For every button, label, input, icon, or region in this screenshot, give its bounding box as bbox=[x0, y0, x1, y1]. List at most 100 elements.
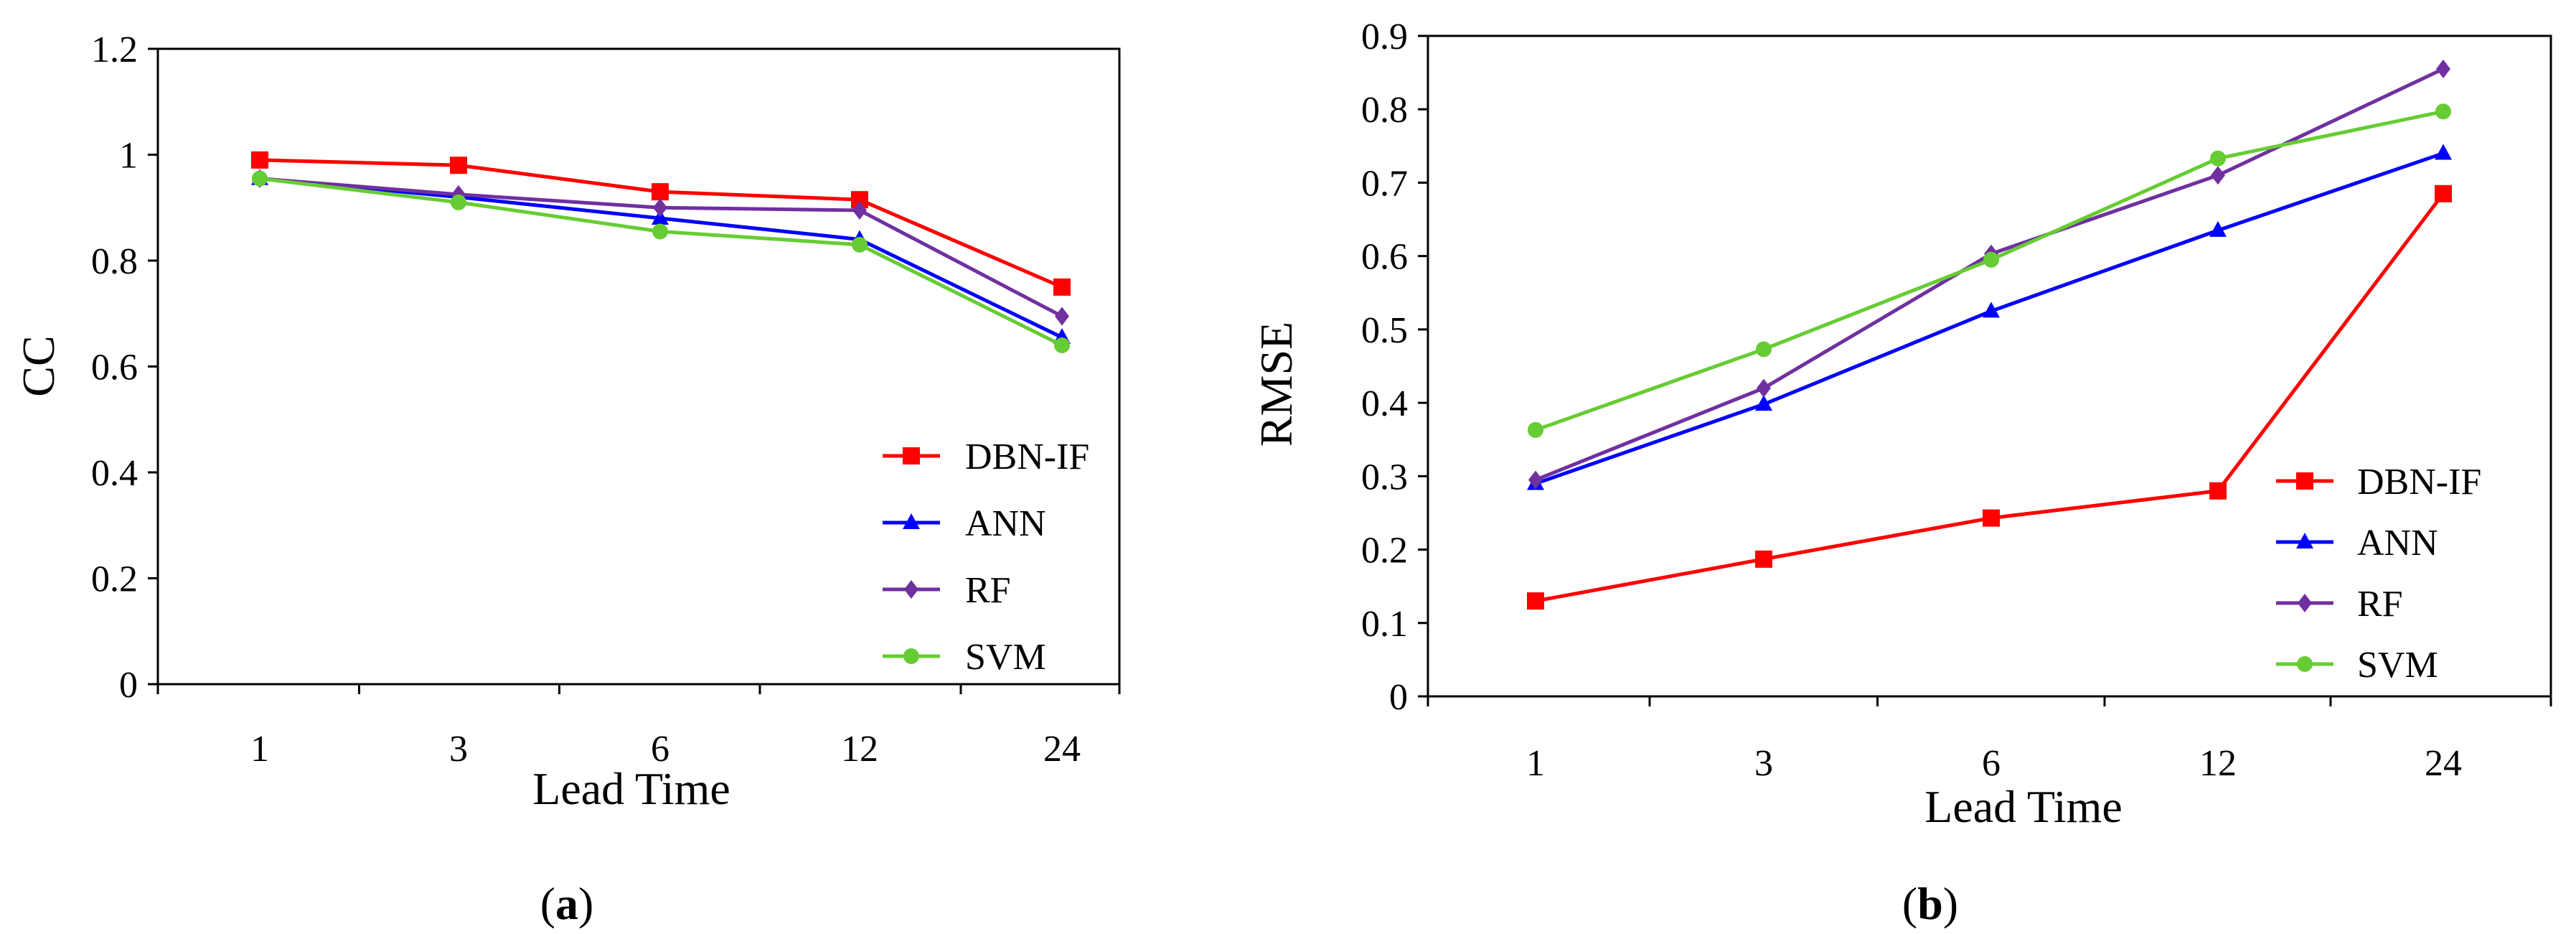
series-rf bbox=[1528, 60, 2450, 490]
panel-label-open: ( bbox=[1902, 878, 1917, 929]
marker-legend-dbn-if-key bbox=[2296, 472, 2313, 490]
legend-label: DBN-IF bbox=[965, 436, 1089, 477]
series-svm bbox=[1528, 103, 2451, 438]
series-line-ann bbox=[1535, 151, 2444, 485]
legend-label: DBN-IF bbox=[2357, 462, 2481, 503]
legend-entry-ann: ANN bbox=[2276, 523, 2438, 564]
x-tick-label: 24 bbox=[2425, 743, 2462, 784]
panel-label-close: ) bbox=[578, 878, 593, 929]
panel-label-close: ) bbox=[1943, 878, 1958, 929]
marker-dbn-if-3 bbox=[1755, 550, 1772, 568]
legend-label: RF bbox=[965, 570, 1011, 611]
legend-entry-ann: ANN bbox=[883, 503, 1046, 544]
y-tick-label: 1 bbox=[119, 136, 138, 177]
legend-label: ANN bbox=[2357, 523, 2438, 564]
y-tick-label: 0.2 bbox=[91, 559, 138, 600]
marker-svm-1 bbox=[252, 170, 268, 187]
legend-label: ANN bbox=[965, 503, 1046, 544]
marker-ann-24 bbox=[2435, 144, 2452, 160]
marker-legend-svm-key bbox=[903, 648, 919, 664]
panel-label-letter: b bbox=[1917, 878, 1943, 929]
y-tick-label: 1.2 bbox=[91, 29, 138, 70]
marker-svm-3 bbox=[1756, 341, 1772, 358]
chart-b: 0 0.1 0.2 0.3 0.4 0.5 0.6 0.7 0.8 0.9 1 3 6 12 24 Lead … bbox=[1251, 17, 2552, 929]
marker-legend-ann-key bbox=[2296, 533, 2313, 548]
x-tick-label: 12 bbox=[2199, 743, 2237, 784]
series-dbn-if bbox=[251, 151, 1071, 296]
x-tick-label: 3 bbox=[1754, 743, 1773, 784]
panel-label-a: (a) bbox=[540, 878, 594, 929]
marker-dbn-if-12 bbox=[2209, 482, 2227, 500]
x-axis-title: Lead Time bbox=[1924, 781, 2123, 832]
legend-entry-rf: RF bbox=[2276, 584, 2403, 625]
legend-entry-rf: RF bbox=[883, 570, 1011, 611]
panel-label-b: (b) bbox=[1902, 878, 1958, 929]
y-tick-label: 0 bbox=[119, 665, 138, 706]
x-tick-label: 6 bbox=[1982, 743, 2001, 784]
marker-legend-rf-key bbox=[904, 580, 918, 599]
marker-dbn-if-24 bbox=[1053, 278, 1071, 296]
x-tick-label: 1 bbox=[250, 729, 269, 770]
x-tick-label: 1 bbox=[1526, 743, 1545, 784]
x-tick-label: 24 bbox=[1043, 729, 1081, 770]
marker-dbn-if-24 bbox=[2435, 185, 2452, 202]
legend-entry-dbn-if: DBN-IF bbox=[883, 436, 1089, 477]
y-tick-label: 0.3 bbox=[1361, 457, 1408, 498]
marker-rf-12 bbox=[2211, 166, 2225, 185]
marker-svm-24 bbox=[1054, 337, 1070, 353]
marker-dbn-if-3 bbox=[450, 157, 467, 174]
x-tick-label: 12 bbox=[841, 729, 878, 770]
y-tick-label: 0 bbox=[1389, 677, 1408, 718]
y-tick-label: 0.4 bbox=[91, 453, 138, 494]
legend-b: DBN-IF ANN RF SVM bbox=[2276, 462, 2481, 686]
legend-label: SVM bbox=[2357, 645, 2438, 686]
marker-ann-3 bbox=[1755, 395, 1772, 411]
marker-legend-rf-key bbox=[2298, 594, 2312, 612]
marker-legend-ann-key bbox=[903, 513, 920, 529]
marker-ann-6 bbox=[1983, 302, 2000, 318]
marker-dbn-if-6 bbox=[1983, 509, 2000, 527]
y-axis-title: CC bbox=[13, 335, 64, 396]
marker-legend-dbn-if-key bbox=[903, 447, 920, 464]
y-tick-label: 0.6 bbox=[1361, 237, 1408, 278]
marker-svm-6 bbox=[652, 223, 668, 240]
panel-label-letter: a bbox=[555, 878, 578, 929]
y-tick-label: 0.5 bbox=[1361, 310, 1408, 351]
chart-a: 0 0.2 0.4 0.6 0.8 1 1.2 1 3 6 12 24 Lead Time CC DBN-I… bbox=[13, 29, 1121, 929]
panel-label-open: ( bbox=[540, 878, 555, 929]
y-tick-label: 0.8 bbox=[91, 241, 138, 282]
marker-svm-12 bbox=[2210, 150, 2226, 167]
y-tick-label: 0.2 bbox=[1361, 531, 1408, 571]
legend-a: DBN-IF ANN RF SVM bbox=[883, 436, 1089, 678]
marker-dbn-if-6 bbox=[652, 183, 669, 201]
y-axis-title: RMSE bbox=[1251, 322, 1302, 447]
y-tick-label: 0.4 bbox=[1361, 383, 1408, 424]
y-tick-label: 0.9 bbox=[1361, 17, 1408, 57]
y-tick-label: 0.6 bbox=[91, 347, 138, 388]
y-tick-label: 0.8 bbox=[1361, 90, 1408, 131]
series-dbn-if bbox=[1527, 185, 2452, 610]
marker-svm-6 bbox=[1983, 251, 1999, 268]
y-tick-label: 0.1 bbox=[1361, 604, 1408, 645]
marker-rf-3 bbox=[1757, 378, 1771, 398]
series-ann bbox=[1527, 144, 2452, 490]
marker-rf-6 bbox=[653, 198, 667, 218]
y-tick-label: 0.7 bbox=[1361, 163, 1408, 204]
marker-rf-12 bbox=[852, 200, 867, 220]
marker-svm-1 bbox=[1528, 421, 1543, 438]
series-line-rf bbox=[1535, 67, 2445, 482]
marker-dbn-if-1 bbox=[251, 151, 268, 169]
series-line-svm bbox=[1535, 109, 2444, 432]
marker-svm-24 bbox=[2435, 103, 2451, 120]
marker-rf-24 bbox=[1055, 307, 1069, 326]
legend-label: RF bbox=[2357, 584, 2403, 625]
marker-ann-12 bbox=[2209, 220, 2227, 237]
plot-area-b bbox=[1426, 34, 2552, 698]
legend-entry-svm: SVM bbox=[2276, 645, 2438, 686]
series-svm bbox=[252, 170, 1070, 353]
marker-rf-1 bbox=[1528, 470, 1543, 490]
marker-legend-svm-key bbox=[2297, 656, 2313, 672]
x-tick-label: 3 bbox=[449, 729, 468, 770]
